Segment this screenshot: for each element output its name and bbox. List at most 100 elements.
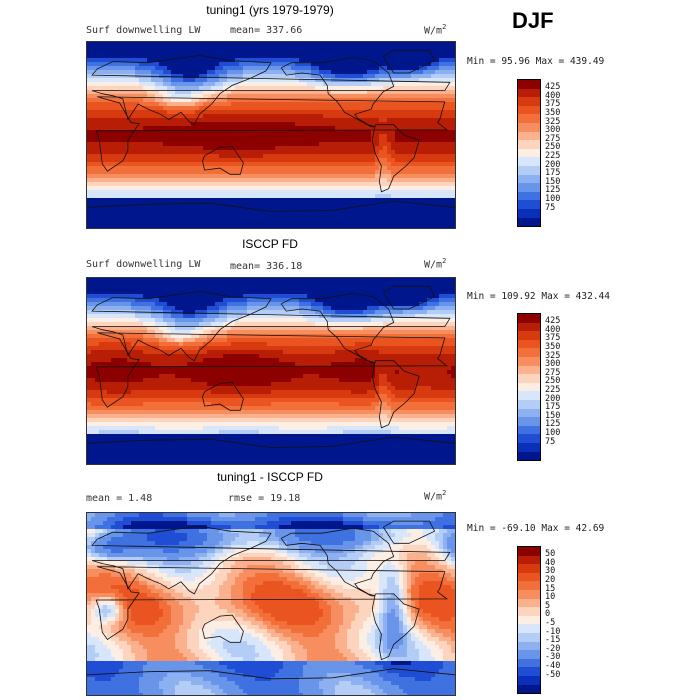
panel-2-left-label: Surf downwelling LW [86,259,201,270]
coastline [280,293,395,364]
colorbar-swatch [518,183,540,192]
colorbar-tick-label: 100 [545,193,561,204]
panel-3-colorbar-ticks: 50 40 30 20 15 10 5 0 -5 -10 -15 -20 -30 -40 -50 [545,546,585,696]
colorbar-tick-label: -50 [545,669,561,680]
coastline [371,593,420,661]
panel-2-colorbar [517,313,541,462]
colorbar-swatch [518,598,540,608]
colorbar-swatch [518,322,540,332]
colorbar-tick-label: 325 [545,350,561,361]
colorbar-tick-label: -40 [545,660,561,671]
colorbar-swatch [518,564,540,573]
panel-3-title: tuning1 - ISCCP FD [217,470,323,484]
colorbar-swatch [518,339,540,349]
panel-1-colorbar-ticks: 425 400 375 350 325 300 275 250 225 200 175 150 125 1… [545,79,585,229]
coastline [95,96,448,172]
colorbar-tick-label: 225 [545,150,561,161]
panel-3-colorbar [517,546,541,695]
panel-1-map [86,41,456,229]
colorbar-tick-label: -15 [545,635,561,646]
colorbar-tick-label: 425 [545,316,561,327]
colorbar-tick-label: 175 [545,168,561,179]
colorbar-swatch [518,200,540,209]
colorbar-tick-label: 75 [545,436,556,447]
season-label: DJF [512,8,554,33]
coastline [202,381,244,411]
colorbar-tick-label: -30 [545,652,561,663]
colorbar-tick-label: 300 [545,125,561,136]
colorbar-swatch [518,547,540,556]
coastline [371,124,420,193]
coastline [91,525,451,595]
colorbar-tick-label: 30 [545,566,556,577]
coastline [87,200,455,212]
colorbar-tick-label: 200 [545,159,561,170]
panel-1-minmax: Min = 95.96 Max = 439.49 [467,56,605,67]
panel-2-units: W/m2 [424,257,447,271]
colorbar-swatch [518,208,540,218]
colorbar-swatch [518,632,540,642]
coastline [95,566,448,640]
colorbar-tick-label: -5 [545,617,556,628]
colorbar-swatch [518,658,540,668]
coastline [202,614,244,643]
coastline [87,436,455,448]
colorbar-tick-label: 200 [545,393,561,404]
colorbar-swatch [518,105,540,115]
colorbar-tick-label: 250 [545,376,561,387]
colorbar-swatch [518,581,540,590]
colorbar-swatch [518,641,540,651]
panel-3-mean-label: mean = 1.48 [86,493,153,504]
colorbar-tick-label: 20 [545,574,556,585]
colorbar-swatch [518,374,540,383]
coastline [87,668,455,680]
map-field [87,42,455,228]
colorbar-swatch [518,650,540,659]
colorbar-swatch [518,684,540,694]
colorbar-tick-label: 350 [545,341,561,352]
colorbar-swatch [518,80,540,89]
panel-3-units: W/m2 [424,489,447,503]
colorbar-swatch [518,442,540,452]
colorbar-swatch [518,331,540,340]
colorbar-swatch [518,667,540,676]
colorbar-swatch [518,165,540,175]
coastline [382,285,436,310]
colorbar-swatch [518,425,540,435]
colorbar-swatch [518,131,540,141]
colorbar-tick-label: 175 [545,402,561,413]
colorbar-tick-label: 225 [545,384,561,395]
colorbar-swatch [518,675,540,685]
colorbar-swatch [518,589,540,599]
panel-3-minmax: Min = -69.10 Max = 42.69 [467,523,605,534]
colorbar-swatch [518,356,540,366]
colorbar-swatch [518,97,540,106]
colorbar-swatch [518,157,540,166]
colorbar-swatch [518,217,540,227]
colorbar-tick-label: -20 [545,643,561,654]
colorbar-swatch [518,607,540,616]
colorbar-tick-label: 50 [545,549,556,560]
coastline [371,360,420,429]
panel-1-left-label: Surf downwelling LW [86,25,201,36]
colorbar-tick-label: 275 [545,367,561,378]
colorbar-tick-label: 350 [545,107,561,118]
panel-2-minmax: Min = 109.92 Max = 432.44 [467,291,610,302]
colorbar-swatch [518,140,540,149]
panel-2-map [86,277,456,465]
colorbar-swatch [518,148,540,158]
colorbar-tick-label: 5 [545,600,551,611]
colorbar-tick-label: 150 [545,176,561,187]
coastline [91,54,451,126]
panel-2-stat-label: mean= 336.18 [230,261,303,272]
colorbar-swatch [518,572,540,582]
colorbar-swatch [518,434,540,443]
panel-1-title: tuning1 (yrs 1979-1979) [206,3,334,17]
colorbar-tick-label: 425 [545,82,561,93]
colorbar-tick-label: 275 [545,133,561,144]
colorbar-swatch [518,122,540,132]
colorbar-tick-label: 75 [545,202,556,213]
colorbar-swatch [518,365,540,375]
coastline [280,57,395,128]
colorbar-swatch [518,348,540,357]
